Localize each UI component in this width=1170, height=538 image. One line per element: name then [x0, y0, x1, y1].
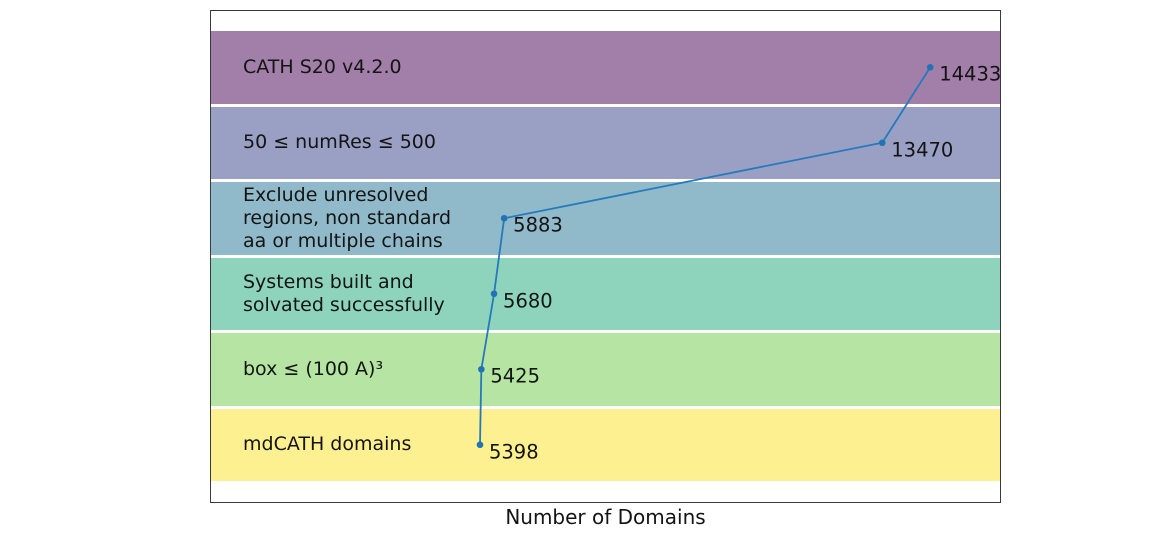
filter-step-band: box ≤ (100 A)³: [211, 333, 1000, 406]
data-point-value: 5680: [503, 289, 553, 313]
filter-step-label: box ≤ (100 A)³: [243, 357, 384, 380]
filter-step-label: Exclude unresolved regions, non standard…: [243, 183, 452, 252]
filter-step-label: CATH S20 v4.2.0: [243, 55, 402, 78]
filter-step-band: CATH S20 v4.2.0: [211, 31, 1000, 104]
x-axis-label: Number of Domains: [505, 505, 706, 529]
filter-step-label: mdCATH domains: [243, 433, 412, 456]
data-point-value: 5425: [490, 364, 540, 388]
data-point-value: 5883: [513, 213, 563, 237]
data-point-value: 14433: [939, 62, 1000, 86]
filter-step-label: 50 ≤ numRes ≤ 500: [243, 131, 436, 154]
plot-area: CATH S20 v4.2.0 50 ≤ numRes ≤ 500 Exclude …: [210, 10, 1001, 503]
filter-step-band: Exclude unresolved regions, non standard…: [211, 182, 1000, 255]
data-point-value: 13470: [891, 138, 954, 162]
filter-step-band: 50 ≤ numRes ≤ 500: [211, 106, 1000, 179]
filter-step-band: Systems built and solvated successfully: [211, 257, 1000, 330]
data-point-value: 5398: [488, 440, 539, 464]
filter-step-label: Systems built and solvated successfully: [243, 270, 445, 316]
filter-step-band: mdCATH domains: [211, 408, 1000, 481]
